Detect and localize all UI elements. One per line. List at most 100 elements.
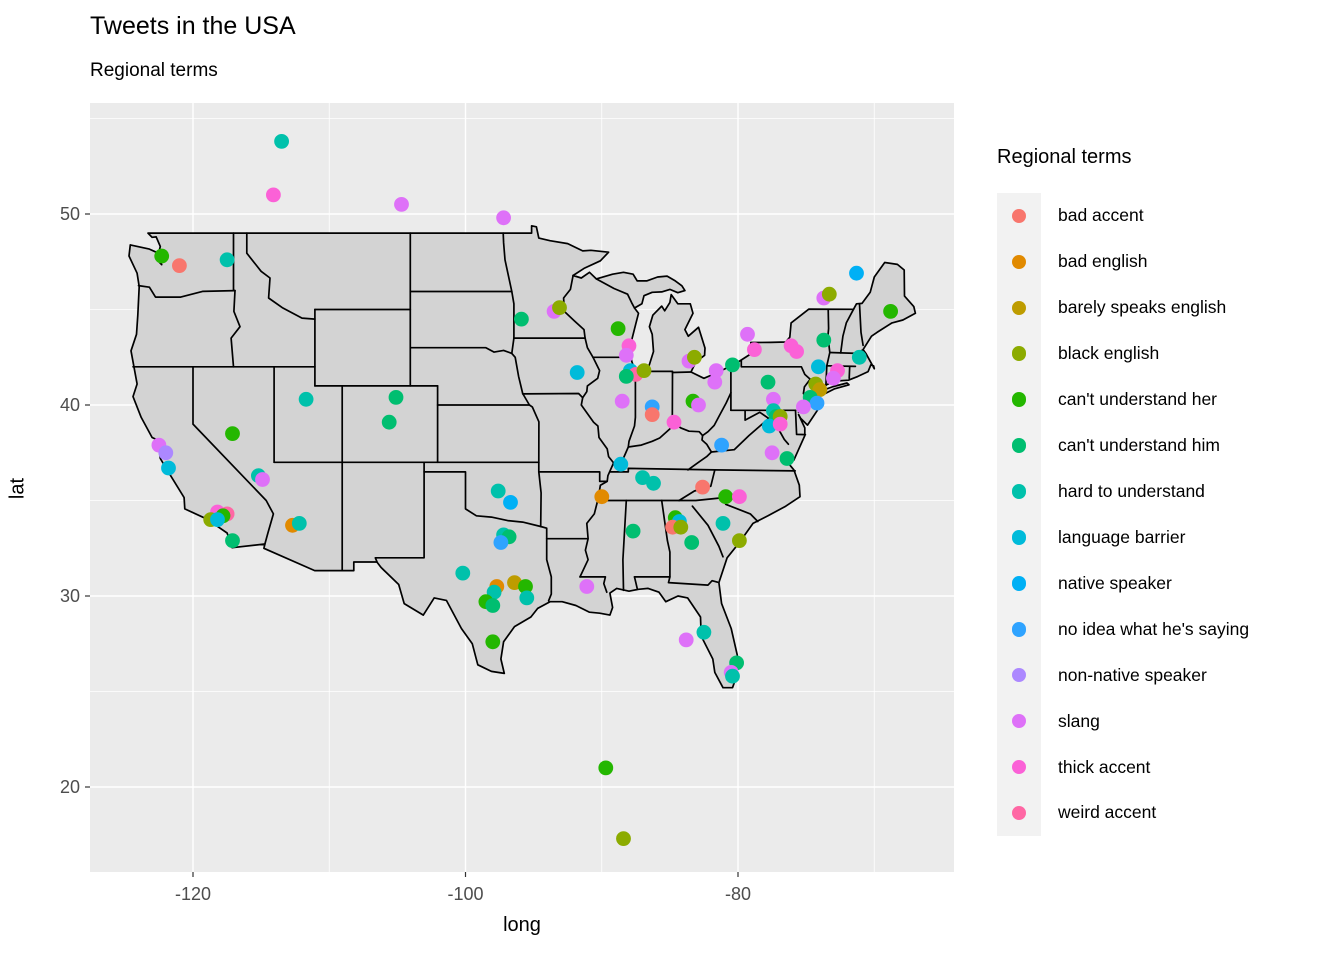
legend-item: barely speaks english: [997, 284, 1249, 331]
legend-dot-icon: [1011, 254, 1027, 270]
legend-item-label: weird accent: [1058, 802, 1157, 823]
x-axis-title: long: [503, 914, 541, 936]
data-point: [687, 349, 702, 365]
page-title: Tweets in the USA: [90, 12, 296, 40]
legend-item-label: can't understand him: [1058, 435, 1220, 456]
data-point: [614, 393, 630, 409]
data-point: [673, 519, 689, 535]
data-point: [503, 495, 518, 510]
legend-key: [997, 698, 1041, 745]
state-border: [374, 461, 425, 563]
legend-item-label: can't understand her: [1058, 389, 1218, 410]
legend-key: [997, 376, 1041, 423]
legend-item-label: no idea what he's saying: [1058, 618, 1250, 639]
legend-key: [997, 514, 1041, 561]
legend-title: Regional terms: [997, 146, 1132, 168]
state-border: [612, 391, 732, 464]
data-point: [851, 349, 867, 365]
state-border: [521, 392, 584, 399]
legend-item-label: language barrier: [1058, 526, 1186, 547]
legend-item: thick accent: [997, 744, 1249, 790]
legend-dot-icon: [1011, 713, 1027, 729]
state-border: [794, 409, 807, 436]
state-border: [744, 409, 770, 421]
data-point: [766, 391, 781, 407]
y-tick-label: 20: [60, 777, 80, 797]
data-point: [594, 489, 610, 505]
data-point: [394, 197, 409, 212]
legend-item: black english: [997, 330, 1249, 377]
data-point: [789, 344, 804, 359]
legend-dot-icon: [1011, 622, 1027, 637]
data-point: [696, 624, 712, 640]
data-point: [172, 258, 187, 273]
data-point: [490, 483, 506, 499]
legend-dot-icon: [1011, 667, 1027, 683]
legend-item-label: slang: [1058, 710, 1100, 731]
data-point: [266, 187, 281, 203]
legend-dot-icon: [1011, 208, 1027, 224]
legend-item: bad english: [997, 238, 1249, 285]
plot-subtitle: Regional terms: [90, 60, 218, 81]
data-point: [747, 342, 762, 357]
data-point: [225, 426, 240, 441]
data-point: [715, 516, 731, 531]
data-point: [740, 326, 755, 342]
legend-dot-icon: [1011, 759, 1027, 775]
state-border: [137, 284, 236, 298]
data-point: [485, 598, 501, 613]
state-border: [230, 232, 241, 368]
legend-dot-icon: [1011, 438, 1027, 453]
legend-key: [997, 560, 1041, 607]
data-point: [618, 347, 634, 363]
state-border: [537, 471, 608, 483]
data-point: [274, 134, 289, 149]
data-point: [493, 535, 509, 550]
legend-item: can't understand him: [997, 422, 1249, 469]
data-point: [826, 370, 841, 386]
legend-item-label: thick accent: [1058, 756, 1151, 777]
data-point: [154, 248, 170, 264]
data-point: [707, 374, 723, 390]
data-point: [761, 418, 777, 434]
state-border: [192, 365, 275, 545]
legend-key: [997, 652, 1041, 699]
data-point: [684, 535, 700, 550]
state-border: [579, 462, 615, 578]
state-border: [858, 302, 864, 347]
x-tick-label: -120: [175, 884, 211, 904]
data-point: [646, 475, 661, 491]
legend-key: [997, 789, 1041, 836]
state-border: [609, 467, 716, 473]
data-point: [161, 460, 176, 476]
state-border: [848, 365, 851, 380]
y-tick-label: 30: [60, 586, 80, 606]
legend-item-label: barely speaks english: [1058, 297, 1227, 318]
legend-key: [997, 238, 1041, 285]
legend-item: can't understand her: [997, 376, 1249, 423]
legend-key: [997, 468, 1041, 515]
legend-item: language barrier: [997, 514, 1249, 561]
data-point: [718, 489, 734, 505]
data-point: [732, 489, 747, 505]
state-border: [633, 576, 639, 590]
legend-key: [997, 284, 1041, 331]
data-point: [616, 831, 631, 846]
legend-dot-icon: [1011, 392, 1027, 407]
data-point: [849, 265, 864, 281]
data-point: [644, 407, 660, 422]
y-tick-label: 50: [60, 204, 80, 224]
legend-items: bad accent bad english barely speaks engli…: [997, 193, 1249, 836]
data-point: [552, 300, 567, 315]
state-border: [409, 346, 513, 355]
data-point: [635, 470, 650, 485]
data-point: [796, 399, 811, 415]
data-point: [579, 579, 595, 594]
data-point: [598, 760, 614, 776]
legend-item: hard to understand: [997, 468, 1249, 515]
state-border: [713, 469, 797, 472]
state-border: [537, 461, 553, 602]
data-point: [691, 397, 706, 413]
y-tick-label: 40: [60, 395, 80, 415]
